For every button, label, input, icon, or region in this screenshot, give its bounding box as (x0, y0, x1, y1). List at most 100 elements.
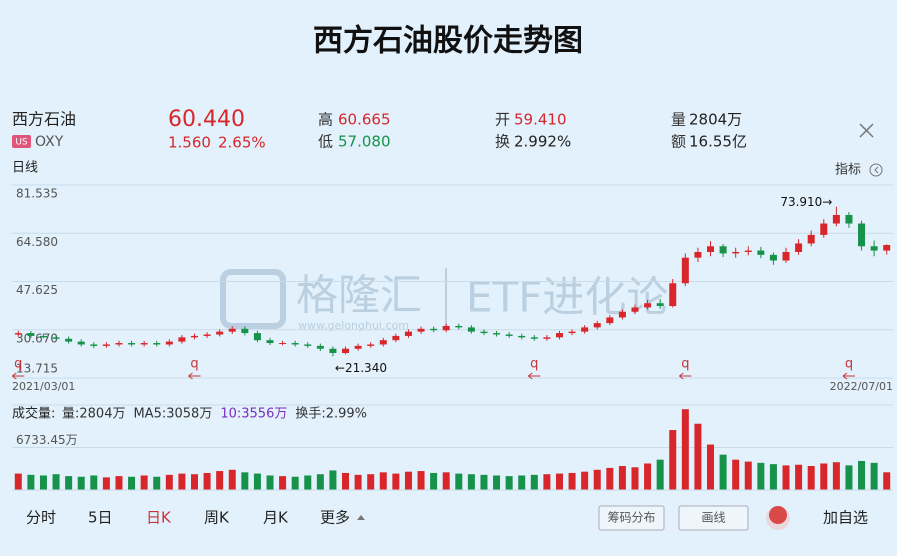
candle-body (291, 343, 299, 345)
tab[interactable]: 月K (263, 509, 289, 527)
volume-bar (757, 462, 765, 490)
candle-body (442, 325, 450, 331)
candle-body (807, 234, 815, 244)
volume-bar (140, 475, 148, 490)
high: 60.665 (338, 111, 391, 129)
y-tick-label: 81.535 (16, 187, 58, 201)
tab[interactable]: 5日 (88, 509, 113, 527)
event-marker-arrow (528, 372, 541, 380)
volume-bar (681, 409, 689, 490)
candle-body (505, 334, 513, 336)
turnover-label: 换 (495, 133, 510, 151)
candle-body (279, 343, 287, 345)
candle-body (14, 333, 22, 335)
volume-bar (795, 464, 803, 490)
volume-bar (178, 473, 186, 490)
volume-bar (593, 469, 601, 490)
event-marker-arrow (11, 372, 25, 380)
candle-body (480, 331, 488, 334)
chip-button[interactable] (598, 505, 665, 531)
volume-bar (102, 477, 110, 490)
ticker: OXY (35, 134, 64, 150)
change: 1.560 (168, 134, 211, 152)
volume-bar (304, 475, 312, 490)
candle-body (568, 331, 576, 334)
volume-bar (228, 469, 236, 490)
event-marker[interactable]: q (845, 357, 853, 372)
volume-bar (65, 476, 73, 490)
candle-body (128, 343, 136, 345)
candle-body (555, 333, 563, 338)
candle-body (832, 214, 840, 224)
volume-bar (379, 472, 387, 490)
tab[interactable]: 周K (204, 509, 230, 527)
amount-label: 额 (671, 133, 686, 151)
candle-body (90, 344, 98, 346)
candle-body (518, 335, 526, 338)
indicator-icon[interactable] (869, 163, 883, 177)
volume-bar (52, 474, 60, 490)
candle-body (140, 343, 148, 345)
candle-body (606, 317, 614, 324)
volume-bar (367, 474, 375, 490)
volume-bar (404, 471, 412, 490)
toolbar-button-label[interactable]: 筹码分布 (607, 511, 655, 525)
volume-bar (631, 467, 639, 490)
candle-body (342, 348, 350, 353)
volume-bar (744, 461, 752, 490)
event-marker[interactable]: q (530, 357, 538, 372)
event-marker[interactable]: q (190, 357, 198, 372)
volume-bar (128, 476, 136, 490)
candle-body (455, 325, 463, 328)
candle-body (367, 344, 375, 346)
candle-body (430, 328, 438, 331)
candle-body (304, 344, 312, 346)
candle-body (52, 337, 60, 339)
high-label: 高 (318, 111, 333, 129)
volume-bar (707, 444, 715, 490)
volume-bar (165, 474, 173, 490)
event-marker[interactable]: q (14, 357, 22, 372)
volume-bar (329, 470, 337, 490)
toolbar-button-label[interactable]: 画线 (701, 511, 725, 525)
tab[interactable]: 更多 (320, 509, 350, 527)
x-tick-label: 2022/07/01 (830, 380, 893, 393)
event-marker-arrow (679, 372, 692, 380)
candle-body (329, 348, 337, 353)
watchlist-button[interactable]: 加自选 (823, 509, 868, 527)
watermark-logo (220, 269, 286, 329)
candle-body (65, 338, 73, 342)
volume-bar (90, 475, 98, 490)
volume-bar (845, 465, 853, 490)
volume-bar (455, 473, 463, 490)
volume-bar (782, 465, 790, 490)
tab[interactable]: 日K (146, 509, 172, 527)
low-label: 低 (318, 133, 333, 151)
volume-bar (555, 473, 563, 490)
record-button[interactable] (769, 506, 787, 524)
volume-info: 换手:2.99% (295, 407, 367, 422)
event-marker-arrow (842, 372, 855, 380)
volume-bar (870, 462, 878, 490)
y-tick-label: 47.625 (16, 283, 58, 297)
candle-body (253, 333, 261, 341)
candle-body (165, 341, 173, 345)
close-button[interactable] (859, 123, 874, 138)
event-marker[interactable]: q (681, 357, 689, 372)
page-title: 西方石油股价走势图 (313, 24, 583, 59)
volume-bar (807, 466, 815, 490)
tab[interactable]: 分时 (26, 509, 56, 527)
volume-bar (644, 463, 652, 490)
indicator-icon-arrow (874, 166, 879, 174)
turnover: 2.992% (514, 133, 571, 151)
max-label: 73.910→ (780, 195, 832, 209)
candle-body (845, 214, 853, 224)
candle-body (543, 337, 551, 339)
candle-body (757, 250, 765, 255)
draw-button[interactable] (678, 505, 749, 531)
volume-bar (568, 472, 576, 490)
candle-body (719, 246, 727, 254)
candle-body (883, 245, 891, 251)
volume-bar (530, 474, 538, 490)
indicator-button[interactable]: 指标 (835, 163, 861, 178)
